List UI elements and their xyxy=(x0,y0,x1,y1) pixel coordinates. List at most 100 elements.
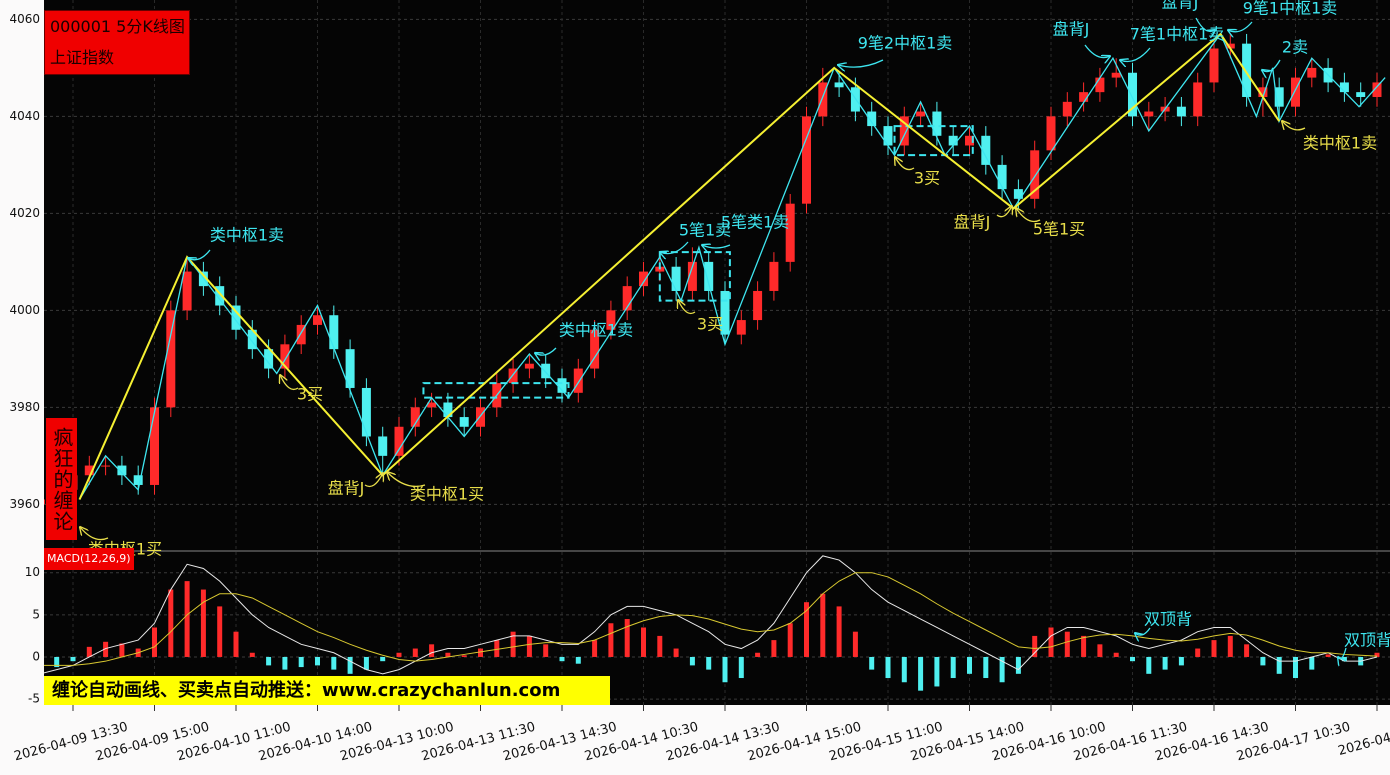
macd-bar xyxy=(86,646,92,657)
annotation: 3买 xyxy=(697,315,723,334)
candle-body xyxy=(44,499,45,505)
macd-bar xyxy=(804,602,809,657)
annotation: 2卖 xyxy=(1282,38,1308,57)
macd-bar xyxy=(184,581,190,657)
candle-body xyxy=(247,329,257,350)
annotation: 7笔1中枢1卖 xyxy=(1130,25,1225,44)
macd-bar xyxy=(526,635,532,657)
macd-bar xyxy=(901,656,907,683)
candle-body xyxy=(459,417,469,427)
macd-bar xyxy=(1015,656,1021,674)
macd-bar xyxy=(396,652,402,657)
candle-body xyxy=(182,271,192,311)
macd-bar xyxy=(412,648,418,657)
candle-body xyxy=(427,402,437,408)
macd-bar xyxy=(689,656,695,666)
y-tick-label: 3980 xyxy=(9,400,40,414)
candle-body xyxy=(899,116,909,146)
macd-bar xyxy=(559,656,565,662)
candle-body xyxy=(1079,92,1089,102)
candle-body xyxy=(1372,82,1382,97)
candle-body xyxy=(1356,92,1366,97)
candle-body xyxy=(378,436,388,456)
pivot-zone xyxy=(422,382,570,399)
candle-body xyxy=(981,135,991,165)
annotation-arrow xyxy=(660,241,689,254)
macd-bar xyxy=(315,656,320,666)
macd-bar xyxy=(1178,656,1184,666)
pivot-zone xyxy=(893,125,974,157)
macd-bar xyxy=(738,656,744,679)
candle-body xyxy=(965,135,974,146)
candle-body xyxy=(508,368,518,384)
candle-body xyxy=(639,271,648,287)
annotation-arrow xyxy=(702,245,731,248)
macd-bar xyxy=(445,652,451,657)
candle-body xyxy=(1291,77,1300,107)
y-tick-label: 4020 xyxy=(9,206,40,220)
plot-background xyxy=(44,0,1390,705)
macd-bar xyxy=(510,631,516,657)
macd-bar xyxy=(282,656,288,670)
pivot-zone xyxy=(658,251,731,302)
candle-body xyxy=(720,290,730,335)
title-box: 000001 5分K线图 上证指数 xyxy=(44,10,190,75)
macd-bar xyxy=(852,631,858,657)
candle-body xyxy=(476,407,485,427)
annotation-arrow xyxy=(1016,208,1041,223)
candle-body xyxy=(1225,43,1235,49)
macd-bar xyxy=(543,644,549,657)
macd-bar xyxy=(1309,656,1315,670)
candle-body xyxy=(802,116,811,204)
macd-bar xyxy=(119,643,125,657)
candle-body xyxy=(1046,116,1056,151)
macd-bar xyxy=(673,648,679,657)
macd-bar xyxy=(1195,648,1201,657)
candle-body xyxy=(1242,43,1252,97)
annotation-arrow xyxy=(1135,627,1151,635)
macd-bar xyxy=(1162,656,1168,670)
annotation-arrow xyxy=(996,206,1012,218)
candle-body xyxy=(215,286,225,306)
y-tick-label: 5 xyxy=(32,607,40,621)
macd-bar xyxy=(771,640,777,657)
annotation-arrow xyxy=(1262,59,1281,72)
macd-bar xyxy=(967,656,972,674)
annotation-arrow xyxy=(1195,17,1215,32)
macd-bar xyxy=(363,656,369,670)
macd-bar xyxy=(331,656,337,670)
macd-bar xyxy=(1032,635,1038,657)
annotation-arrow xyxy=(364,473,383,488)
candle-body xyxy=(345,349,355,388)
macd-bar xyxy=(298,656,304,668)
macd-bar xyxy=(54,656,60,668)
annotation: 盘背J xyxy=(954,213,991,232)
candle-body xyxy=(361,387,371,437)
macd-bar xyxy=(1064,631,1070,657)
macd-bar xyxy=(1113,652,1119,657)
candle-body xyxy=(557,378,567,393)
annotation-arrow xyxy=(1084,44,1110,58)
candle-body xyxy=(948,135,958,146)
candle-body xyxy=(622,286,632,311)
annotation: 盘背J xyxy=(328,479,365,498)
candle-body xyxy=(1095,77,1105,93)
macd-bar xyxy=(1048,627,1054,657)
annotation-arrow xyxy=(1228,21,1253,32)
candle-body xyxy=(231,305,241,330)
stroke-line xyxy=(78,32,1386,500)
annotation-arrow xyxy=(1338,647,1347,659)
y-tick-label: 4000 xyxy=(9,303,40,317)
annotation: 5笔类1卖 xyxy=(721,213,789,232)
y-tick-label: 4060 xyxy=(9,12,40,26)
candle-body xyxy=(1062,101,1072,117)
annotation: 9笔2中枢1卖 xyxy=(858,34,953,53)
macd-bar xyxy=(168,589,174,657)
macd-bar xyxy=(1260,656,1266,666)
macd-bar xyxy=(1276,656,1282,674)
annotation-arrow xyxy=(387,472,426,488)
macd-bar xyxy=(983,656,989,679)
macd-bar xyxy=(217,606,223,657)
dea-line xyxy=(44,572,1378,666)
